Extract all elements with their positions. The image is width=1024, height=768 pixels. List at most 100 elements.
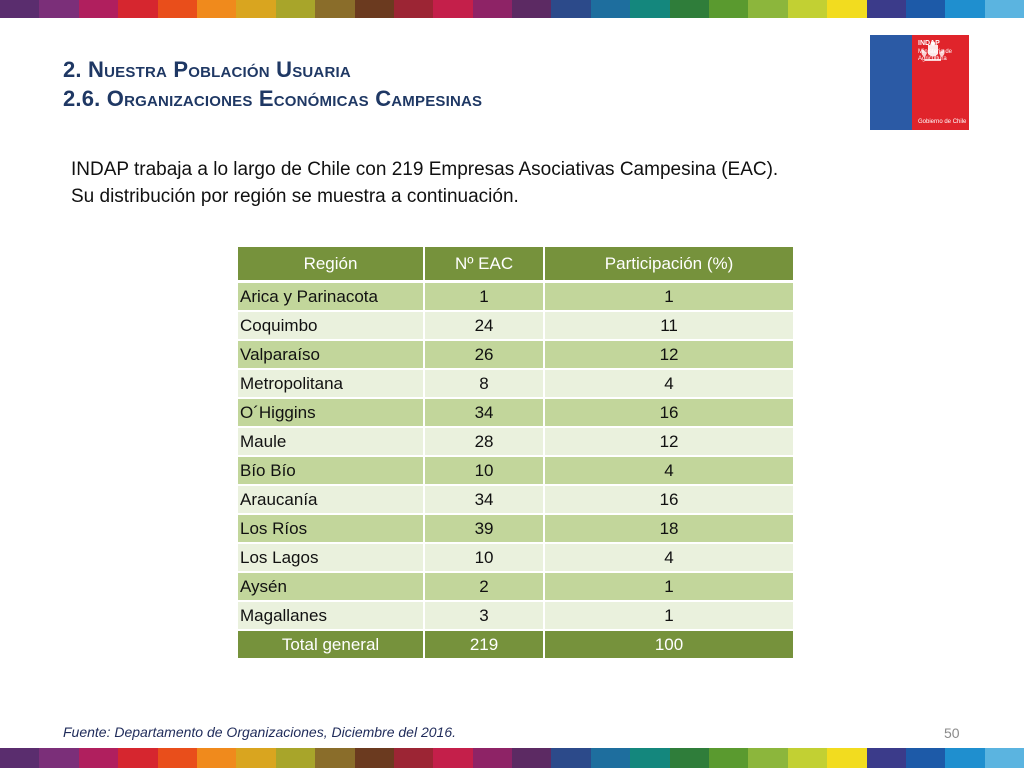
cell-participation: 4 bbox=[545, 544, 793, 573]
table-row: Valparaíso 26 12 bbox=[238, 341, 793, 370]
cell-eac-count: 2 bbox=[425, 573, 546, 602]
stripe-segment bbox=[945, 748, 985, 768]
cell-region: Metropolitana bbox=[238, 370, 425, 399]
stripe-segment bbox=[236, 748, 276, 768]
stripe-segment bbox=[0, 0, 40, 18]
stripe-segment bbox=[709, 748, 749, 768]
stripe-segment bbox=[315, 748, 355, 768]
stripe-segment bbox=[315, 0, 355, 18]
stripe-segment bbox=[275, 0, 316, 18]
total-label: Total general bbox=[238, 631, 425, 660]
stripe-segment bbox=[905, 748, 946, 768]
header-region: Región bbox=[238, 247, 425, 283]
stripe-segment bbox=[827, 0, 867, 18]
stripe-segment bbox=[630, 0, 670, 18]
cell-participation: 4 bbox=[545, 457, 793, 486]
stripe-segment bbox=[590, 0, 631, 18]
stripe-segment bbox=[512, 0, 552, 18]
stripe-segment bbox=[78, 748, 119, 768]
stripe-segment bbox=[433, 748, 473, 768]
cell-participation: 1 bbox=[545, 283, 793, 312]
intro-line-2: Su distribución por región se muestra a … bbox=[71, 186, 519, 207]
stripe-segment bbox=[630, 748, 670, 768]
stripe-segment bbox=[945, 0, 985, 18]
stripe-segment bbox=[551, 748, 591, 768]
stripe-segment bbox=[433, 0, 473, 18]
cell-region: Aysén bbox=[238, 573, 425, 602]
stripe-segment bbox=[551, 0, 591, 18]
table-row: Coquimbo 24 11 bbox=[238, 312, 793, 341]
intro-line-1: INDAP trabaja a lo largo de Chile con 21… bbox=[71, 159, 779, 180]
cell-eac-count: 34 bbox=[425, 399, 546, 428]
cell-region: Arica y Parinacota bbox=[238, 283, 425, 312]
table-row: Magallanes 3 1 bbox=[238, 602, 793, 631]
cell-eac-count: 39 bbox=[425, 515, 546, 544]
page-number: 50 bbox=[944, 725, 960, 741]
stripe-segment bbox=[472, 748, 513, 768]
table-row: O´Higgins 34 16 bbox=[238, 399, 793, 428]
cell-region: Los Ríos bbox=[238, 515, 425, 544]
stripe-segment bbox=[78, 0, 119, 18]
table-row: Araucanía 34 16 bbox=[238, 486, 793, 515]
section-title: 2. Nuestra Población Usuaria bbox=[63, 57, 351, 82]
stripe-segment bbox=[866, 748, 906, 768]
stripe-segment bbox=[118, 748, 158, 768]
cell-region: Magallanes bbox=[238, 602, 425, 631]
table-row: Los Lagos 10 4 bbox=[238, 544, 793, 573]
stripe-segment bbox=[590, 748, 631, 768]
cell-eac-count: 1 bbox=[425, 283, 546, 312]
stripe-segment bbox=[354, 0, 394, 18]
logo-red-panel: INDAP Ministerio de Agricultura Gobierno… bbox=[912, 35, 969, 130]
bottom-color-stripe bbox=[0, 748, 1024, 768]
cell-participation: 1 bbox=[545, 602, 793, 631]
stripe-segment bbox=[827, 748, 867, 768]
stripe-segment bbox=[472, 0, 513, 18]
table-row: Maule 28 12 bbox=[238, 428, 793, 457]
logo-ministry: Ministerio de Agricultura bbox=[918, 49, 953, 62]
stripe-segment bbox=[196, 0, 237, 18]
cell-participation: 12 bbox=[545, 341, 793, 370]
table-row: Arica y Parinacota 1 1 bbox=[238, 283, 793, 312]
stripe-segment bbox=[787, 0, 828, 18]
cell-region: Bío Bío bbox=[238, 457, 425, 486]
cell-eac-count: 26 bbox=[425, 341, 546, 370]
header-participation: Participación (%) bbox=[545, 247, 793, 283]
source-note: Fuente: Departamento de Organizaciones, … bbox=[63, 724, 456, 740]
cell-region: Valparaíso bbox=[238, 341, 425, 370]
top-color-stripe bbox=[0, 0, 1024, 18]
stripe-segment bbox=[512, 748, 552, 768]
cell-region: Los Lagos bbox=[238, 544, 425, 573]
stripe-segment bbox=[984, 0, 1024, 18]
cell-eac-count: 28 bbox=[425, 428, 546, 457]
logo-brand: INDAP bbox=[918, 40, 940, 47]
stripe-segment bbox=[39, 748, 79, 768]
stripe-segment bbox=[0, 748, 40, 768]
stripe-segment bbox=[118, 0, 158, 18]
cell-participation: 16 bbox=[545, 399, 793, 428]
cell-region: Maule bbox=[238, 428, 425, 457]
stripe-segment bbox=[39, 0, 79, 18]
cell-participation: 11 bbox=[545, 312, 793, 341]
cell-eac-count: 8 bbox=[425, 370, 546, 399]
cell-region: Coquimbo bbox=[238, 312, 425, 341]
intro-text: INDAP trabaja a lo largo de Chile con 21… bbox=[71, 156, 778, 210]
eac-distribution-table: Región Nº EAC Participación (%) Arica y … bbox=[238, 247, 793, 660]
stripe-segment bbox=[748, 0, 788, 18]
stripe-segment bbox=[236, 0, 276, 18]
cell-eac-count: 10 bbox=[425, 544, 546, 573]
cell-region: Araucanía bbox=[238, 486, 425, 515]
stripe-segment bbox=[866, 0, 906, 18]
stripe-segment bbox=[787, 748, 828, 768]
cell-eac-count: 3 bbox=[425, 602, 546, 631]
indap-logo: INDAP Ministerio de Agricultura Gobierno… bbox=[870, 35, 969, 130]
stripe-segment bbox=[275, 748, 316, 768]
table-total-row: Total general 219 100 bbox=[238, 631, 793, 660]
cell-eac-count: 24 bbox=[425, 312, 546, 341]
table-row: Los Ríos 39 18 bbox=[238, 515, 793, 544]
stripe-segment bbox=[157, 0, 197, 18]
total-participation: 100 bbox=[545, 631, 793, 660]
cell-region: O´Higgins bbox=[238, 399, 425, 428]
cell-participation: 1 bbox=[545, 573, 793, 602]
stripe-segment bbox=[157, 748, 197, 768]
header-eac-count: Nº EAC bbox=[425, 247, 546, 283]
